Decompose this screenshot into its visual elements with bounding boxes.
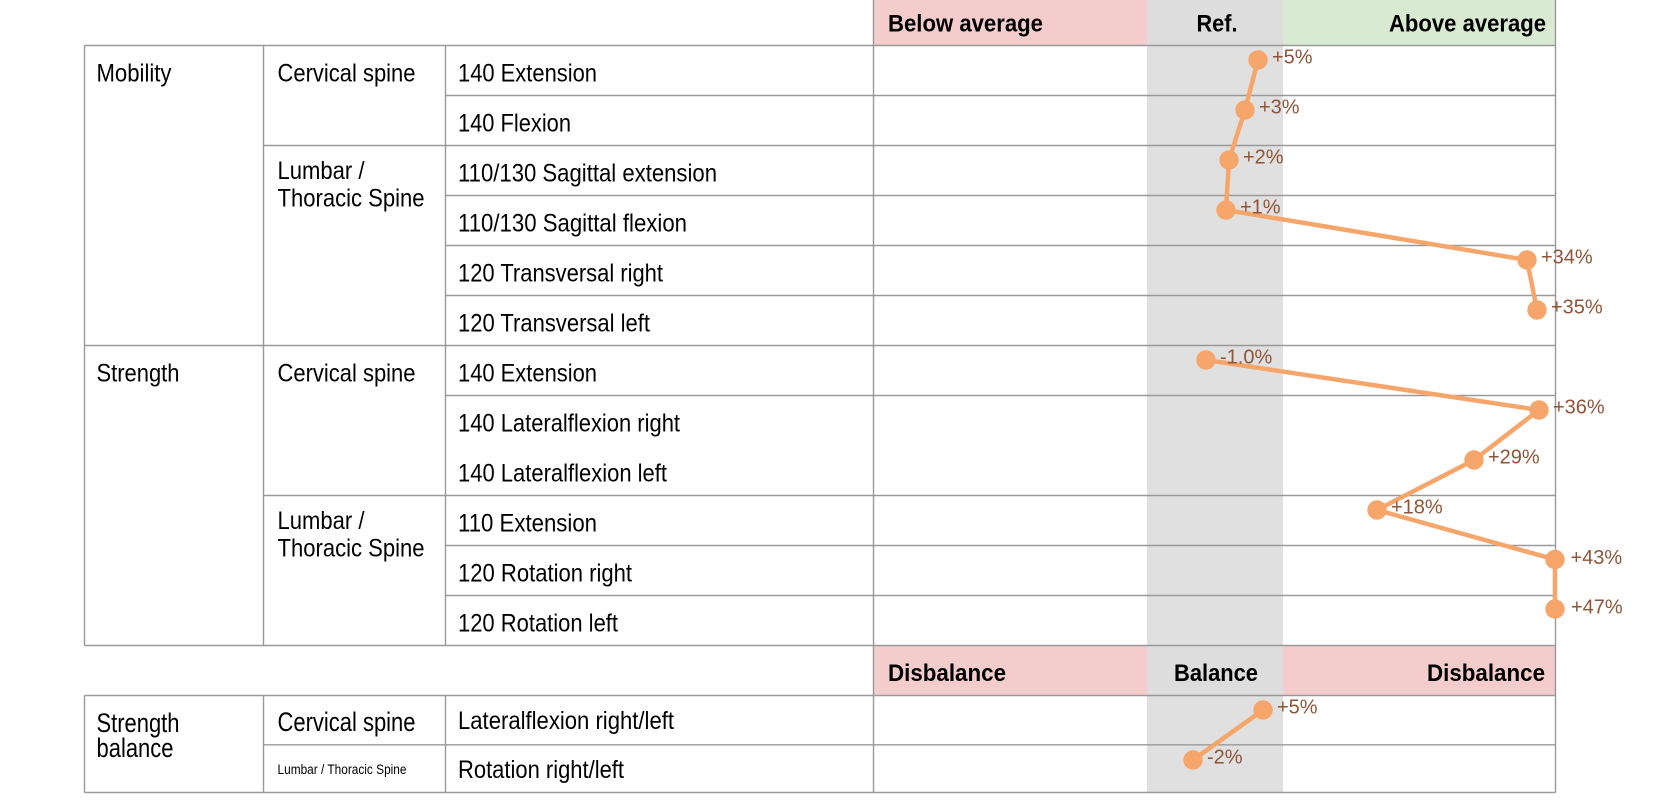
svg-text:+5%: +5% — [1272, 47, 1313, 69]
svg-text:Lumbar / Thoracic Spine: Lumbar / Thoracic Spine — [278, 762, 407, 777]
svg-text:140 Extension: 140 Extension — [458, 360, 597, 388]
svg-text:110/130 Sagittal flexion: 110/130 Sagittal flexion — [458, 210, 687, 238]
svg-text:140 Lateralflexion left: 140 Lateralflexion left — [458, 460, 667, 488]
svg-text:Mobility: Mobility — [97, 60, 172, 88]
svg-text:Thoracic Spine: Thoracic Spine — [278, 535, 425, 563]
svg-text:-1.0%: -1.0% — [1220, 347, 1272, 369]
svg-text:+47%: +47% — [1571, 597, 1623, 619]
svg-text:Cervical spine: Cervical spine — [278, 360, 416, 388]
svg-text:120 Transversal right: 120 Transversal right — [458, 260, 663, 288]
svg-text:+29%: +29% — [1488, 447, 1540, 469]
svg-text:Thoracic Spine: Thoracic Spine — [278, 185, 425, 213]
svg-text:Lumbar /: Lumbar / — [278, 507, 365, 535]
svg-text:Cervical spine: Cervical spine — [278, 707, 416, 737]
svg-text:Strength: Strength — [97, 708, 180, 738]
svg-text:140 Lateralflexion right: 140 Lateralflexion right — [458, 410, 680, 438]
svg-text:Cervical spine: Cervical spine — [278, 60, 416, 88]
svg-text:+3%: +3% — [1259, 97, 1300, 119]
svg-text:Ref.: Ref. — [1197, 11, 1238, 38]
svg-text:balance: balance — [97, 733, 174, 763]
svg-text:Strength: Strength — [97, 360, 180, 388]
svg-text:110/130 Sagittal extension: 110/130 Sagittal extension — [458, 160, 717, 188]
svg-text:+34%: +34% — [1541, 247, 1593, 269]
svg-text:Disbalance: Disbalance — [888, 660, 1006, 687]
svg-text:120 Transversal left: 120 Transversal left — [458, 310, 650, 338]
svg-text:Disbalance: Disbalance — [1427, 660, 1545, 687]
svg-text:110 Extension: 110 Extension — [458, 510, 597, 538]
svg-text:+5%: +5% — [1277, 697, 1318, 719]
svg-text:Lumbar /: Lumbar / — [278, 157, 365, 185]
svg-text:Above average: Above average — [1389, 11, 1546, 38]
svg-text:120 Rotation left: 120 Rotation left — [458, 610, 618, 638]
svg-text:+36%: +36% — [1553, 397, 1605, 419]
svg-text:Below average: Below average — [888, 11, 1043, 38]
svg-text:Rotation right/left: Rotation right/left — [458, 756, 624, 784]
svg-text:Balance: Balance — [1174, 660, 1258, 687]
svg-text:120 Rotation right: 120 Rotation right — [458, 560, 632, 588]
svg-text:Lateralflexion right/left: Lateralflexion right/left — [458, 707, 674, 735]
svg-text:+18%: +18% — [1391, 497, 1443, 519]
svg-text:+43%: +43% — [1571, 547, 1623, 569]
svg-text:140 Flexion: 140 Flexion — [458, 110, 571, 138]
svg-text:+1%: +1% — [1240, 197, 1281, 219]
svg-text:+2%: +2% — [1243, 147, 1284, 169]
svg-text:-2%: -2% — [1207, 747, 1243, 769]
svg-text:140 Extension: 140 Extension — [458, 60, 597, 88]
svg-text:+35%: +35% — [1551, 297, 1603, 319]
